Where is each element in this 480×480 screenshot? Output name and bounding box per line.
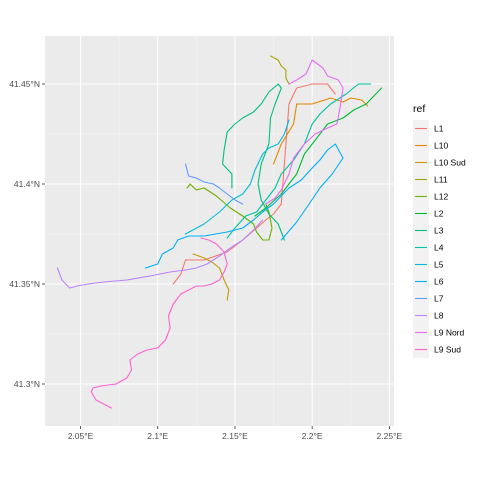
route-line-l9-nord bbox=[265, 59, 344, 205]
route-line-l4 bbox=[226, 83, 372, 239]
route-line-l12 bbox=[186, 183, 273, 241]
legend-label-l4: L4 bbox=[434, 243, 444, 253]
y-tick-label: 41.3°N bbox=[14, 379, 40, 389]
legend-label-l11: L11 bbox=[434, 175, 448, 185]
x-tick-label: 2.2°E bbox=[302, 431, 323, 441]
y-tick-label: 41.45°N bbox=[9, 79, 40, 89]
minor-gridlines bbox=[45, 36, 394, 426]
legend-label-l12: L12 bbox=[434, 192, 448, 202]
x-tick-label: 2.05°E bbox=[68, 431, 94, 441]
legend-label-l8: L8 bbox=[434, 311, 444, 321]
legend-label-l6: L6 bbox=[434, 277, 444, 287]
route-line-l9-sud bbox=[90, 237, 228, 409]
legend-label-l7: L7 bbox=[434, 294, 444, 304]
legend-label-l1: L1 bbox=[434, 124, 444, 134]
x-tick-label: 2.25°E bbox=[377, 431, 403, 441]
x-axis: 2.05°E 2.1°E 2.15°E 2.2°E 2.25°E bbox=[68, 426, 403, 441]
x-tick-label: 2.1°E bbox=[147, 431, 168, 441]
legend-label-l9-sud: L9 Sud bbox=[434, 345, 461, 355]
y-axis: 41.3°N 41.35°N 41.4°N 41.45°N bbox=[9, 79, 45, 389]
route-line-l3 bbox=[222, 83, 285, 241]
legend-title: ref bbox=[413, 103, 425, 115]
x-tick-label: 2.15°E bbox=[222, 431, 248, 441]
legend-label-l9-nord: L9 Nord bbox=[434, 328, 465, 338]
route-line-l8 bbox=[56, 219, 264, 289]
route-line-l11 bbox=[269, 55, 290, 85]
y-tick-label: 41.4°N bbox=[14, 179, 40, 189]
legend-label-l10: L10 bbox=[434, 141, 448, 151]
legend-label-l2: L2 bbox=[434, 209, 444, 219]
major-gridlines bbox=[45, 36, 394, 426]
route-line-l7 bbox=[184, 163, 244, 205]
route-line-l10-sud bbox=[192, 253, 230, 301]
route-line-l6 bbox=[144, 143, 344, 269]
y-tick-label: 41.35°N bbox=[9, 279, 40, 289]
route-lines bbox=[56, 55, 383, 409]
legend-label-l3: L3 bbox=[434, 226, 444, 236]
legend-label-l10-sud: L10 Sud bbox=[434, 158, 466, 168]
route-line-l5 bbox=[184, 119, 290, 235]
route-line-l2 bbox=[254, 87, 383, 217]
legend: ref L1 L10 L10 Sud L11 L12 L2 L3 L4 L5 L6 L7 L8 L9 N… bbox=[413, 103, 466, 358]
legend-label-l5: L5 bbox=[434, 260, 444, 270]
route-line-l1 bbox=[172, 83, 336, 285]
route-line-l10 bbox=[272, 97, 369, 165]
